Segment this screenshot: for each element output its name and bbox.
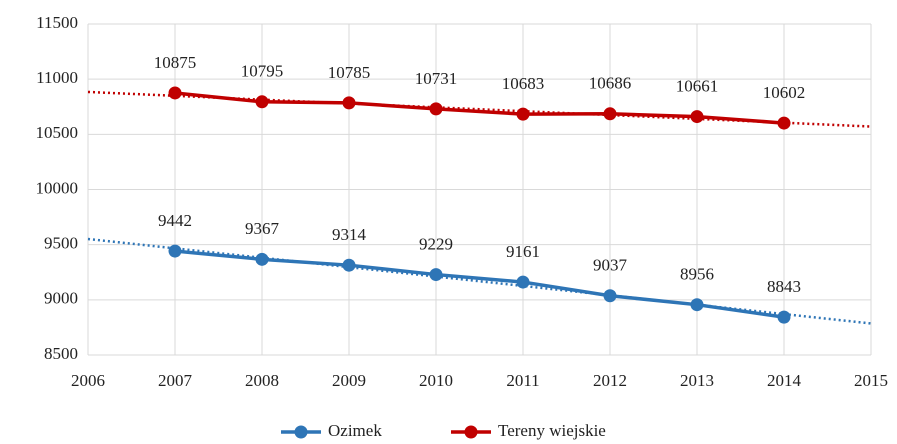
data-label: 10686	[589, 74, 632, 93]
y-tick-label: 10500	[36, 123, 79, 142]
data-label: 8956	[680, 265, 714, 284]
data-point	[690, 110, 704, 124]
x-tick-label: 2015	[854, 371, 888, 390]
data-label: 10602	[763, 83, 806, 102]
data-point	[690, 298, 704, 312]
legend-label: Tereny wiejskie	[498, 421, 606, 440]
x-tick-label: 2010	[419, 371, 453, 390]
series-line	[174, 249, 785, 319]
data-label: 9229	[419, 234, 453, 253]
y-tick-label: 9500	[44, 234, 78, 253]
series-line	[174, 91, 785, 125]
x-tick-label: 2012	[593, 371, 627, 390]
data-label: 10731	[415, 69, 458, 88]
x-tick-label: 2007	[158, 371, 193, 390]
y-tick-label: 11000	[36, 68, 78, 87]
data-point	[603, 107, 617, 121]
x-tick-label: 2014	[767, 371, 802, 390]
data-label: 10795	[241, 62, 284, 81]
y-tick-label: 8500	[44, 344, 78, 363]
data-point	[603, 289, 617, 303]
data-label: 9314	[332, 225, 367, 244]
y-tick-label: 10000	[36, 178, 79, 197]
data-point	[429, 102, 443, 116]
data-point	[168, 86, 182, 100]
data-label: 9367	[245, 219, 280, 238]
data-point	[342, 96, 356, 110]
legend-marker	[464, 425, 478, 439]
data-label: 10875	[154, 53, 197, 72]
data-point	[429, 268, 443, 282]
legend-label: Ozimek	[328, 421, 382, 440]
legend-marker	[294, 425, 308, 439]
x-tick-label: 2008	[245, 371, 279, 390]
data-point	[255, 252, 269, 266]
x-tick-label: 2006	[71, 371, 105, 390]
data-point	[255, 95, 269, 109]
data-point	[342, 258, 356, 272]
x-tick-label: 2009	[332, 371, 366, 390]
trendline	[87, 237, 872, 325]
data-point	[516, 275, 530, 289]
y-tick-label: 11500	[36, 13, 78, 32]
data-label: 9442	[158, 211, 192, 230]
data-label: 10661	[676, 76, 719, 95]
data-label: 8843	[767, 277, 801, 296]
y-tick-label: 9000	[44, 289, 78, 308]
data-label: 9037	[593, 256, 628, 275]
data-label: 10683	[502, 74, 545, 93]
data-point	[777, 310, 791, 324]
x-tick-label: 2013	[680, 371, 714, 390]
data-label: 9161	[506, 242, 540, 261]
data-point	[168, 244, 182, 258]
x-tick-label: 2011	[506, 371, 539, 390]
data-point	[777, 116, 791, 130]
data-point	[516, 107, 530, 121]
data-label: 10785	[328, 63, 371, 82]
